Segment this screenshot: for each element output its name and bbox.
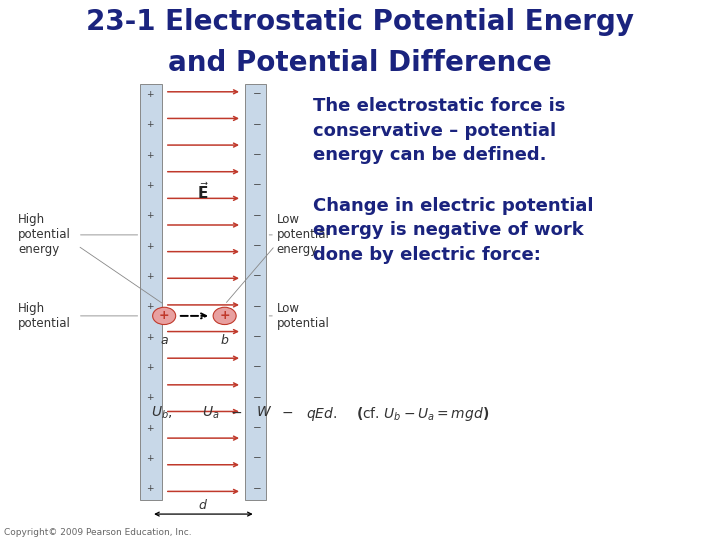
Text: +: + xyxy=(145,151,153,160)
Text: The electrostatic force is: The electrostatic force is xyxy=(313,97,566,115)
Text: −: − xyxy=(253,211,261,221)
Text: $\vec{\mathbf{E}}$: $\vec{\mathbf{E}}$ xyxy=(197,181,210,202)
Text: Low
potential
energy: Low potential energy xyxy=(276,213,329,256)
Text: Low
potential: Low potential xyxy=(276,302,329,330)
Text: Change in electric potential: Change in electric potential xyxy=(313,197,594,215)
Text: +: + xyxy=(145,423,153,433)
Circle shape xyxy=(153,307,176,325)
Text: −: − xyxy=(253,150,261,160)
Text: $W$: $W$ xyxy=(256,405,271,419)
Text: conservative – potential: conservative – potential xyxy=(313,122,557,139)
Text: 23-1 Electrostatic Potential Energy: 23-1 Electrostatic Potential Energy xyxy=(86,8,634,36)
Text: $d$: $d$ xyxy=(199,498,208,512)
Text: +: + xyxy=(145,363,153,372)
Bar xyxy=(245,84,266,500)
Text: b: b xyxy=(221,334,228,347)
Text: +: + xyxy=(145,333,153,342)
Text: +: + xyxy=(145,241,153,251)
Text: −: − xyxy=(253,180,261,191)
Text: −: − xyxy=(253,454,261,463)
Text: +: + xyxy=(145,90,153,99)
Text: High
potential: High potential xyxy=(18,302,71,330)
Text: +: + xyxy=(145,120,153,129)
Text: −: − xyxy=(253,484,261,494)
Text: +: + xyxy=(145,302,153,311)
Text: +: + xyxy=(145,454,153,463)
Text: High
potential
energy: High potential energy xyxy=(18,213,71,256)
Text: +: + xyxy=(145,272,153,281)
Circle shape xyxy=(213,307,236,325)
Text: $qEd.$: $qEd.$ xyxy=(306,405,337,423)
Text: +: + xyxy=(145,181,153,190)
Text: and Potential Difference: and Potential Difference xyxy=(168,49,552,77)
Text: $U_a$: $U_a$ xyxy=(202,405,219,421)
Text: −: − xyxy=(253,120,261,130)
Text: −: − xyxy=(253,362,261,373)
Text: +: + xyxy=(145,211,153,220)
Bar xyxy=(140,84,162,500)
Text: −: − xyxy=(253,393,261,403)
Text: +: + xyxy=(159,309,169,322)
Text: energy is negative of work: energy is negative of work xyxy=(313,221,584,239)
Text: Copyright© 2009 Pearson Education, Inc.: Copyright© 2009 Pearson Education, Inc. xyxy=(4,528,192,537)
Text: +: + xyxy=(145,393,153,402)
Text: −: − xyxy=(253,423,261,433)
Text: +: + xyxy=(220,309,230,322)
Text: energy can be defined.: energy can be defined. xyxy=(313,146,546,164)
Text: a: a xyxy=(161,334,168,347)
Text: $-$: $-$ xyxy=(230,405,243,419)
Text: $U_b,$: $U_b,$ xyxy=(151,405,173,421)
Text: −: − xyxy=(253,90,261,99)
Text: $-$: $-$ xyxy=(281,405,293,419)
Text: −: − xyxy=(253,272,261,281)
Text: −: − xyxy=(253,332,261,342)
Text: −: − xyxy=(253,241,261,251)
Text: $\mathbf{(}$cf. $U_b - U_a = mgd\mathbf{)}$: $\mathbf{(}$cf. $U_b - U_a = mgd\mathbf{… xyxy=(356,405,490,423)
Text: +: + xyxy=(145,484,153,493)
Text: −: − xyxy=(253,302,261,312)
Text: done by electric force:: done by electric force: xyxy=(313,246,541,264)
